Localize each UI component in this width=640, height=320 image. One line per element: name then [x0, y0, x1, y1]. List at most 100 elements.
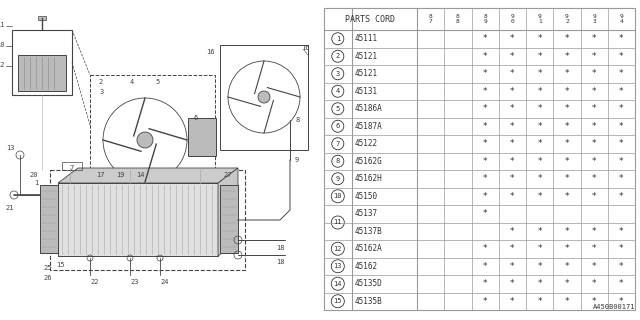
Text: 9
4: 9 4 [620, 14, 623, 24]
Text: *: * [510, 297, 515, 306]
Text: *: * [538, 34, 542, 43]
Text: *: * [538, 297, 542, 306]
Bar [188, 118, 216, 156]
Text: *: * [592, 244, 596, 253]
Text: *: * [538, 262, 542, 271]
Bar [90, 75, 215, 175]
Text: *: * [619, 122, 623, 131]
Text: *: * [564, 52, 569, 61]
Bar [18, 55, 66, 91]
Text: 45121: 45121 [355, 69, 378, 78]
Text: A450B00171: A450B00171 [593, 304, 635, 310]
Text: *: * [510, 52, 515, 61]
Text: PARTS CORD: PARTS CORD [346, 14, 396, 23]
Polygon shape [58, 168, 238, 183]
Text: *: * [592, 52, 596, 61]
Text: *: * [483, 244, 488, 253]
Bar [40, 185, 58, 253]
Text: 9
3: 9 3 [592, 14, 596, 24]
Text: 45162A: 45162A [355, 244, 383, 253]
Text: *: * [564, 87, 569, 96]
Text: *: * [510, 104, 515, 113]
Text: 8: 8 [295, 117, 300, 123]
Text: *: * [483, 192, 488, 201]
Text: *: * [538, 139, 542, 148]
Text: 11: 11 [333, 220, 342, 226]
Text: *: * [564, 262, 569, 271]
Text: 16: 16 [301, 45, 310, 51]
Text: *: * [564, 174, 569, 183]
Text: 26: 26 [44, 275, 52, 281]
Text: *: * [619, 87, 623, 96]
Text: 45186A: 45186A [355, 104, 383, 113]
Text: *: * [592, 69, 596, 78]
Text: *: * [510, 192, 515, 201]
Text: 9
1: 9 1 [538, 14, 541, 24]
Polygon shape [218, 168, 238, 256]
Text: 15: 15 [333, 298, 342, 304]
Bar [62, 162, 82, 170]
Text: *: * [592, 157, 596, 166]
Text: 18: 18 [276, 259, 284, 265]
Text: 25: 25 [44, 265, 52, 271]
Text: *: * [483, 104, 488, 113]
Text: *: * [510, 69, 515, 78]
Text: *: * [538, 192, 542, 201]
Text: *: * [592, 192, 596, 201]
Text: 16: 16 [207, 49, 215, 55]
Text: 15: 15 [56, 262, 64, 268]
Text: *: * [538, 227, 542, 236]
Text: *: * [483, 139, 488, 148]
Text: 24: 24 [161, 279, 169, 285]
Text: *: * [619, 297, 623, 306]
Text: *: * [510, 34, 515, 43]
Text: *: * [564, 227, 569, 236]
Text: 12: 12 [333, 246, 342, 252]
Text: *: * [592, 122, 596, 131]
Text: *: * [592, 139, 596, 148]
Text: *: * [538, 104, 542, 113]
Text: 23: 23 [131, 279, 140, 285]
Text: *: * [483, 174, 488, 183]
Text: *: * [564, 157, 569, 166]
Text: *: * [564, 69, 569, 78]
Text: 7: 7 [70, 165, 74, 171]
Text: 45121: 45121 [355, 52, 378, 61]
Text: *: * [510, 262, 515, 271]
Text: *: * [538, 52, 542, 61]
Bar [50, 170, 245, 270]
Text: *: * [564, 122, 569, 131]
Circle shape [137, 132, 153, 148]
Text: *: * [564, 244, 569, 253]
Text: 10: 10 [333, 193, 342, 199]
Text: *: * [564, 279, 569, 288]
Text: 13: 13 [6, 145, 14, 151]
Text: 9: 9 [295, 157, 300, 163]
Text: 9
2: 9 2 [565, 14, 569, 24]
Text: 8
7: 8 7 [429, 14, 433, 24]
Text: 45137: 45137 [355, 209, 378, 218]
Text: 9: 9 [335, 176, 340, 182]
Text: *: * [538, 174, 542, 183]
Text: *: * [538, 244, 542, 253]
Text: 17: 17 [96, 172, 104, 178]
Text: 45162G: 45162G [355, 157, 383, 166]
Text: *: * [510, 157, 515, 166]
Text: 2: 2 [335, 53, 340, 59]
Text: *: * [510, 174, 515, 183]
Text: 12: 12 [0, 62, 5, 68]
Text: *: * [510, 139, 515, 148]
Text: 8
8: 8 8 [456, 14, 460, 24]
Text: *: * [483, 157, 488, 166]
Text: 21: 21 [6, 205, 14, 211]
Text: *: * [510, 87, 515, 96]
Text: 5: 5 [155, 79, 159, 85]
Text: 45135D: 45135D [355, 279, 383, 288]
Text: 6: 6 [193, 115, 197, 121]
Text: *: * [483, 297, 488, 306]
Text: *: * [483, 279, 488, 288]
Text: 4: 4 [335, 88, 340, 94]
Text: *: * [483, 209, 488, 218]
Text: 45137B: 45137B [355, 227, 383, 236]
Text: *: * [564, 139, 569, 148]
